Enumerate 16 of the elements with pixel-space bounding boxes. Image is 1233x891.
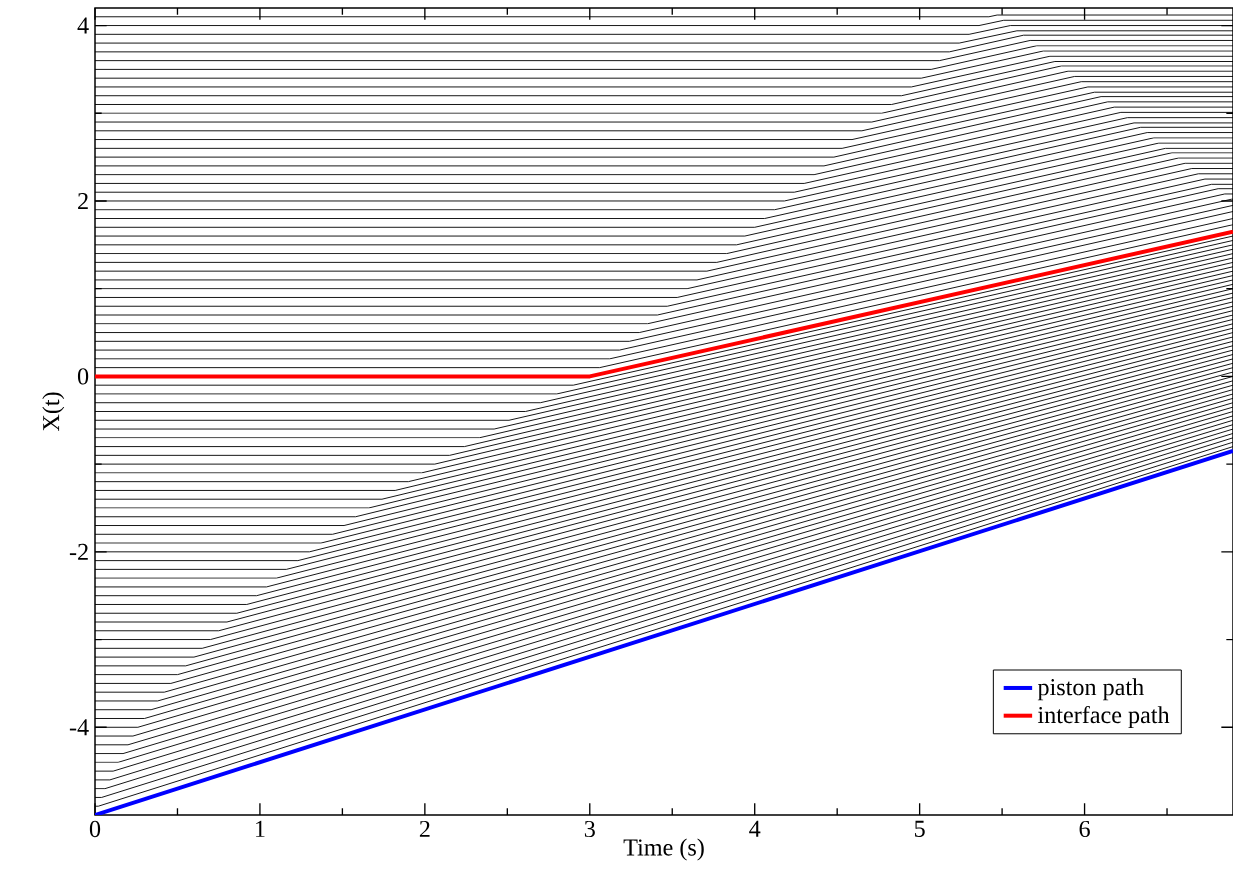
legend-label: piston path xyxy=(1037,678,1144,701)
y-tick-label: -4 xyxy=(69,719,89,736)
y-axis-title: X(t) xyxy=(42,392,65,432)
x-tick-label: 0 xyxy=(89,820,101,838)
y-tick-label: 4 xyxy=(77,17,89,34)
x-tick-label: 1 xyxy=(256,820,265,837)
x-tick-label: 6 xyxy=(1079,820,1090,838)
x-tick-label: 3 xyxy=(584,820,595,838)
x-axis-title: Time (s) xyxy=(623,838,704,861)
legend-label: interface path xyxy=(1037,705,1170,729)
y-tick-label: -2 xyxy=(69,543,88,560)
x-tick-label: 2 xyxy=(419,820,430,837)
y-tick-label: 2 xyxy=(78,192,88,209)
y-tick-label: 0 xyxy=(77,368,89,385)
x-tick-label: 5 xyxy=(915,820,925,837)
x-tick-label: 4 xyxy=(749,820,761,837)
